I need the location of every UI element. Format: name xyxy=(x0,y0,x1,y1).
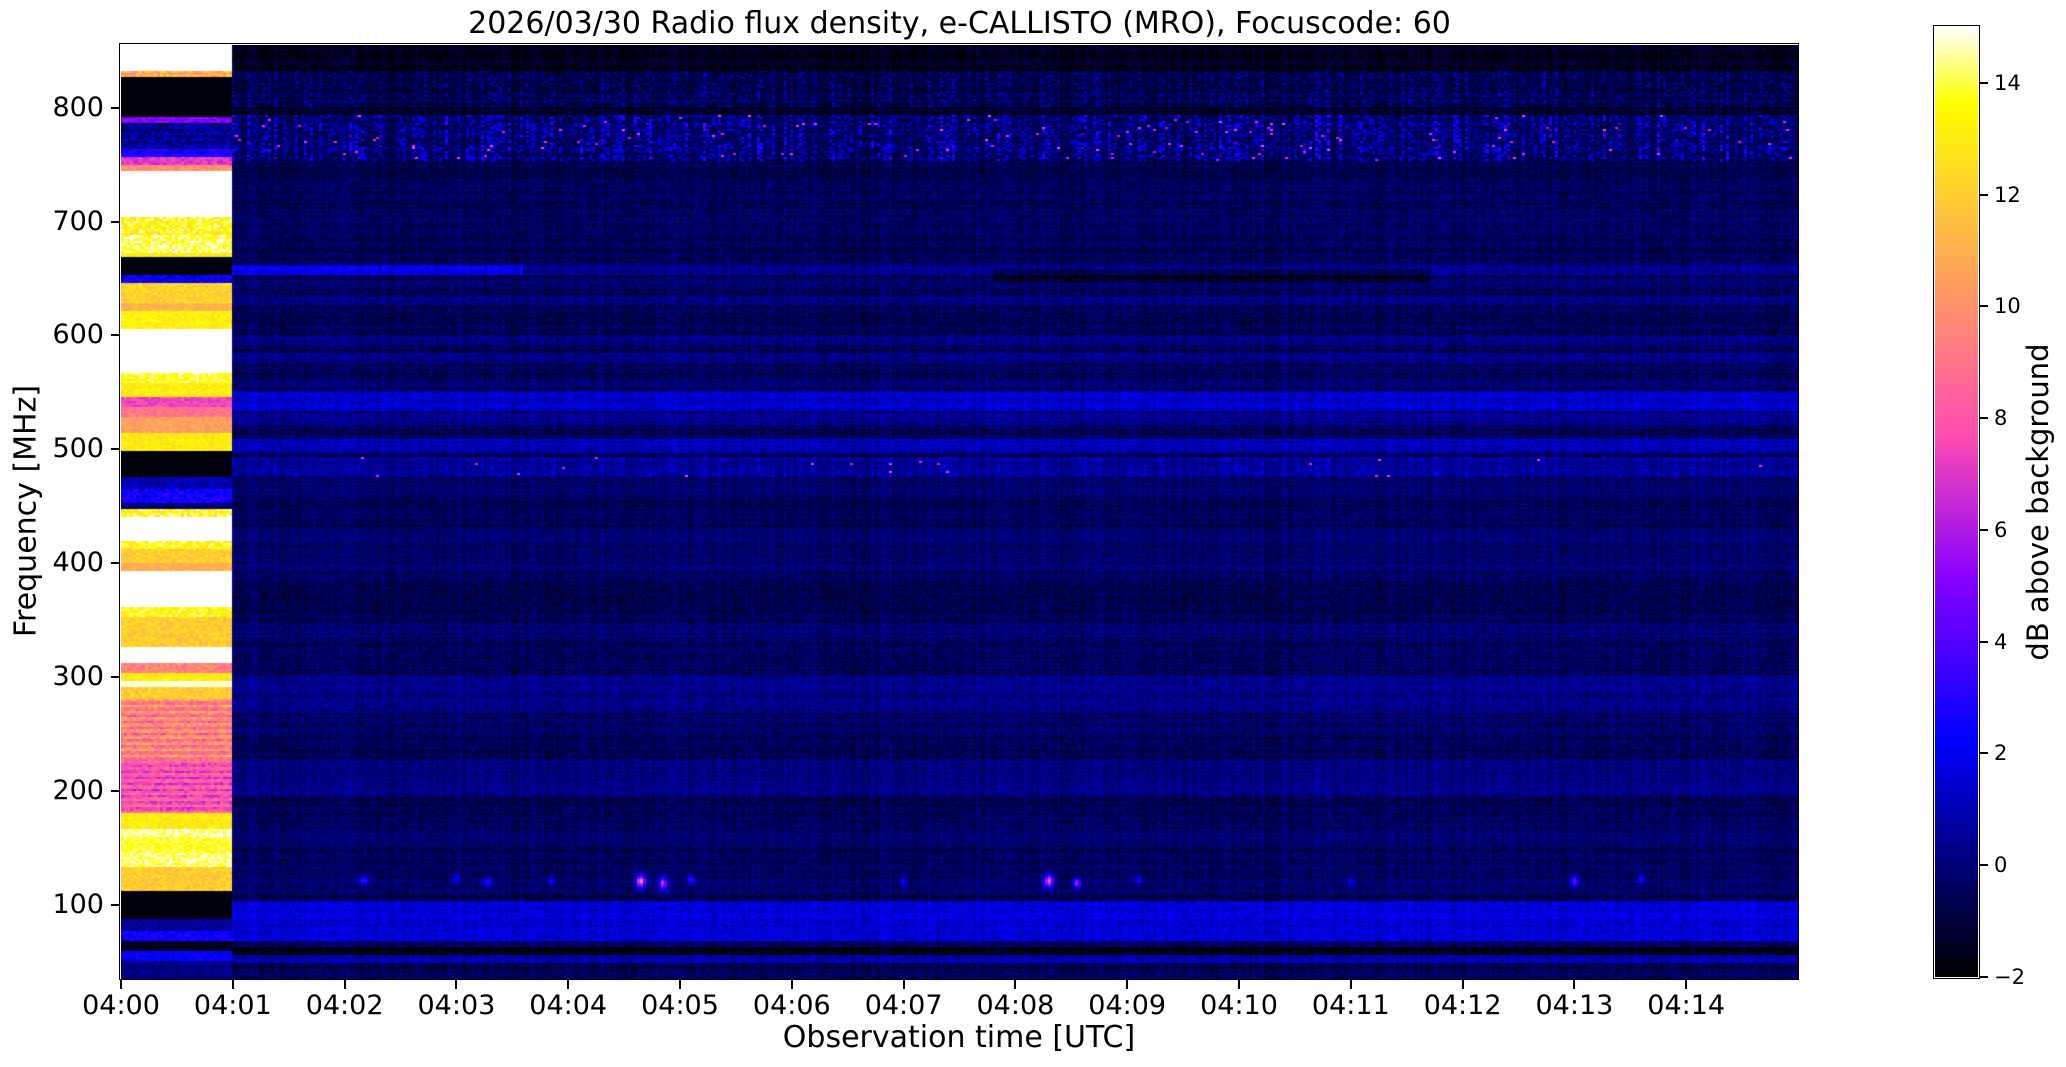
colorbar-tick-label: 2 xyxy=(1994,741,2008,766)
y-tick-mark xyxy=(111,562,120,565)
y-tick-label: 500 xyxy=(52,433,104,465)
y-tick-mark xyxy=(111,903,120,906)
x-tick-label: 04:08 xyxy=(976,990,1055,1021)
colorbar-tick-label: 0 xyxy=(1994,853,2008,878)
colorbar-tick-label: 10 xyxy=(1994,294,2021,319)
x-tick-mark xyxy=(455,980,458,989)
y-tick-label: 800 xyxy=(52,91,104,123)
colorbar-tick-mark xyxy=(1980,81,1988,84)
x-tick-label: 04:07 xyxy=(864,990,943,1021)
y-tick-mark xyxy=(111,106,120,109)
x-tick-label: 04:10 xyxy=(1200,990,1278,1021)
x-tick-label: 04:04 xyxy=(529,990,608,1021)
colorbar-tick-mark xyxy=(1980,193,1988,196)
colorbar-tick-label: 12 xyxy=(1994,182,2021,207)
y-tick-mark xyxy=(111,220,120,223)
x-tick-label: 04:09 xyxy=(1088,990,1167,1021)
y-tick-label: 300 xyxy=(52,661,104,693)
x-tick-label: 04:14 xyxy=(1647,990,1726,1021)
x-axis-label: Observation time [UTC] xyxy=(782,1020,1136,1055)
x-tick-label: 04:01 xyxy=(193,990,272,1021)
colorbar-tick-mark xyxy=(1980,864,1988,867)
colorbar-tick-label: 6 xyxy=(1994,517,2008,542)
x-tick-mark xyxy=(1014,980,1017,989)
y-tick-label: 700 xyxy=(52,205,104,237)
y-axis-label: Frequency [MHz] xyxy=(8,384,44,638)
x-tick-mark xyxy=(1685,980,1688,989)
x-tick-mark xyxy=(790,980,793,989)
y-tick-label: 200 xyxy=(52,775,104,807)
y-tick-mark xyxy=(111,334,120,337)
x-tick-label: 04:11 xyxy=(1311,990,1390,1021)
x-tick-mark xyxy=(343,980,346,989)
x-tick-mark xyxy=(1349,980,1352,989)
x-tick-mark xyxy=(1126,980,1129,989)
x-tick-label: 04:00 xyxy=(82,990,160,1021)
x-tick-mark xyxy=(231,980,234,989)
chart-title: 2026/03/30 Radio flux density, e-CALLIST… xyxy=(468,6,1451,41)
x-tick-label: 04:03 xyxy=(417,990,496,1021)
x-tick-label: 04:12 xyxy=(1423,990,1502,1021)
x-tick-label: 04:13 xyxy=(1535,990,1614,1021)
colorbar-tick-mark xyxy=(1980,976,1988,978)
colorbar-tick-mark xyxy=(1980,528,1988,531)
x-tick-mark xyxy=(1573,980,1576,989)
x-tick-label: 04:02 xyxy=(305,990,384,1021)
colorbar-label: dB above background xyxy=(2021,343,2055,661)
y-tick-label: 100 xyxy=(52,888,104,920)
colorbar xyxy=(1935,27,1978,977)
x-tick-mark xyxy=(902,980,905,989)
colorbar-tick-label: −2 xyxy=(1994,965,2025,989)
colorbar-tick-mark xyxy=(1980,305,1988,308)
x-tick-mark xyxy=(1461,980,1464,989)
x-tick-label: 04:05 xyxy=(641,990,719,1021)
spectrogram-canvas xyxy=(121,45,1798,979)
colorbar-tick-label: 4 xyxy=(1994,629,2008,654)
y-tick-label: 600 xyxy=(52,319,104,351)
y-tick-label: 400 xyxy=(52,547,104,579)
y-tick-mark xyxy=(111,790,120,793)
y-tick-mark xyxy=(111,448,120,451)
y-tick-mark xyxy=(111,676,120,679)
colorbar-tick-mark xyxy=(1980,640,1988,643)
x-tick-mark xyxy=(679,980,681,989)
colorbar-tick-label: 8 xyxy=(1994,406,2008,431)
x-tick-mark xyxy=(120,980,122,989)
colorbar-tick-mark xyxy=(1980,417,1988,420)
colorbar-tick-mark xyxy=(1980,752,1988,755)
x-tick-label: 04:06 xyxy=(752,990,831,1021)
colorbar-tick-label: 14 xyxy=(1994,70,2021,95)
x-tick-mark xyxy=(1238,980,1240,989)
x-tick-mark xyxy=(567,980,570,989)
